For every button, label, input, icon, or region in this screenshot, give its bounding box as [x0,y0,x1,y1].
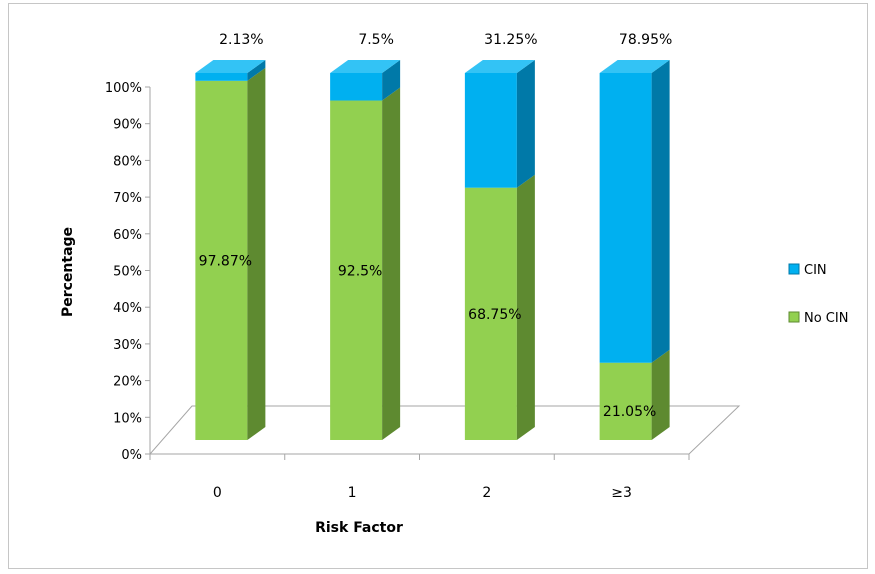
bar-top [464,60,535,73]
data-label-cin: 7.5% [358,32,394,48]
bar-segment [330,73,383,101]
data-label-no-cin: 21.05% [603,404,656,420]
y-tick-label: 30% [113,338,142,353]
bar-segment [464,73,517,188]
y-tick-label: 90% [113,118,142,133]
bar-side [516,174,535,440]
data-label-cin: 31.25% [484,32,537,48]
data-label-cin: 2.13% [219,32,263,48]
bar-side [651,60,670,363]
y-tick-label: 60% [113,228,142,243]
bar-segment [599,362,652,440]
chart-frame: 0% 10% 20% 30% 40% 50% 60% 70% 80% 90% 100% 0 1 2 ≥3 97… [8,3,868,569]
data-label-no-cin: 68.75% [468,307,521,323]
bar-segment [599,73,652,363]
legend-swatch [788,263,800,275]
x-tick-label: 1 [348,485,357,501]
bar-segment [464,187,517,440]
legend-label: CIN [804,263,827,278]
bar-top [195,60,266,73]
data-label-no-cin: 97.87% [199,253,252,269]
bar-segment [195,80,248,440]
y-axis-title: Percentage [60,227,76,317]
bar-side [247,60,266,81]
bar-side [651,349,670,440]
bar-side [516,60,535,188]
x-tick-label: 2 [482,485,491,501]
legend-swatch [788,311,800,323]
y-tick-label: 50% [113,265,142,280]
x-tick-label: 0 [213,485,222,501]
y-tick-label: 0% [121,448,142,463]
bar-side [382,87,401,441]
bar-side [247,67,266,440]
y-tick-label: 40% [113,301,142,316]
x-tick-label: ≥3 [611,485,632,501]
y-tick-label: 80% [113,154,142,169]
bar-segment [330,100,383,441]
y-tick-label: 20% [113,375,142,390]
bar-side [382,60,401,101]
bar-segment [195,73,248,81]
bar-top [330,60,401,73]
legend-label: No CIN [804,311,848,326]
data-label-no-cin: 92.5% [338,263,382,279]
x-axis-title: Risk Factor [315,520,403,536]
stacked-bar-chart: 0% 10% 20% 30% 40% 50% 60% 70% 80% 90% 100% 0 1 2 ≥3 97… [60,32,848,536]
y-tick-label: 10% [113,411,142,426]
bar-top [599,60,670,73]
y-tick-label: 100% [105,81,142,96]
y-tick-label: 70% [113,191,142,206]
data-label-cin: 78.95% [619,32,672,48]
